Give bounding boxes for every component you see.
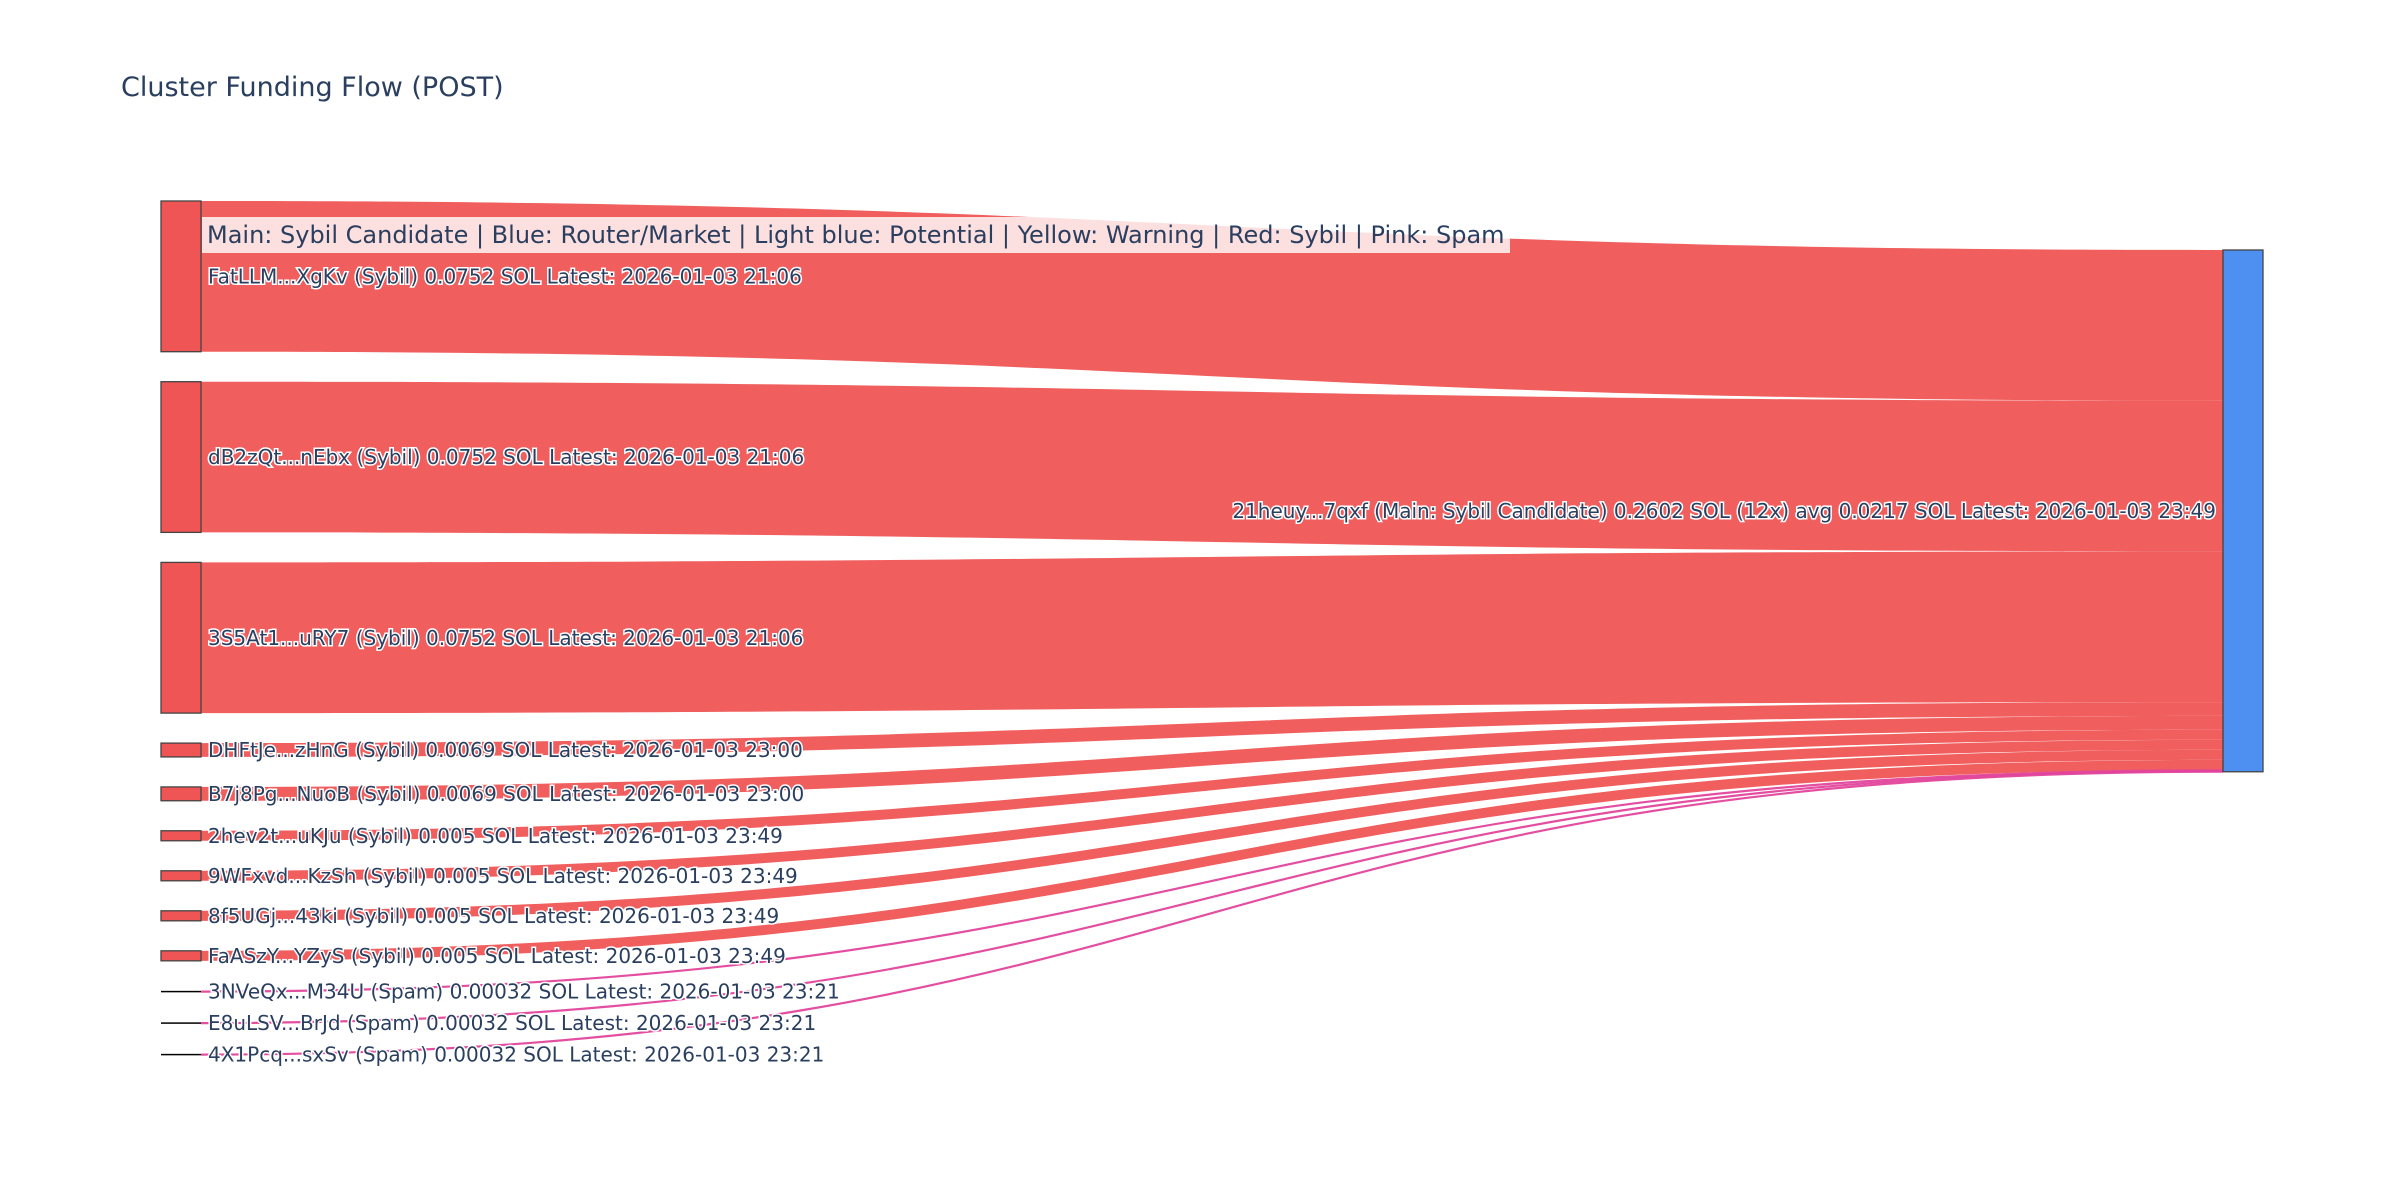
source-node [160,870,202,882]
target-label: 21heuy...7qxf (Main: Sybil Candidate) 0.… [1232,499,2216,523]
sankey-links [200,201,2224,1056]
source-label: dB2zQt...nEbx (Sybil) 0.0752 SOL Latest:… [208,445,804,469]
flow-link [201,551,2223,714]
source-node [160,561,202,714]
source-node [161,1053,201,1056]
flow-link [201,381,2223,552]
source-label: FatLLM...XgKv (Sybil) 0.0752 SOL Latest:… [208,264,802,288]
source-label: DHFtJe...zHnG (Sybil) 0.0069 SOL Latest:… [208,738,803,762]
legend-annotation: Main: Sybil Candidate | Blue: Router/Mar… [202,217,1510,253]
source-node [161,1022,201,1024]
flow-link [201,749,2223,921]
source-label: 8f5UGj...43ki (Sybil) 0.005 SOL Latest: … [208,904,779,928]
source-node [160,950,202,962]
sankey-labels: FatLLM...XgKv (Sybil) 0.0752 SOL Latest:… [207,263,2218,1068]
target-node [2222,249,2264,773]
flow-link [201,729,2223,841]
flow-link [201,739,2223,881]
source-label: 2hev2t...uKJu (Sybil) 0.005 SOL Latest: … [208,824,783,848]
source-node [160,200,202,353]
source-label: 4X1Pcq...sxSv (Spam) 0.00032 SOL Latest:… [208,1043,824,1067]
source-label: E8uLSV...BrJd (Spam) 0.00032 SOL Latest:… [208,1011,816,1035]
source-label: 9WFxvd...KzSh (Sybil) 0.005 SOL Latest: … [208,864,798,888]
chart-title: Cluster Funding Flow (POST) [121,72,504,103]
source-node [160,830,202,842]
sankey-nodes [160,200,2264,1056]
source-label: 3S5At1...uRY7 (Sybil) 0.0752 SOL Latest:… [208,626,803,650]
source-label: FaASzY...YZyS (Sybil) 0.005 SOL Latest: … [208,944,786,968]
source-label: 3NVeQx...M34U (Spam) 0.00032 SOL Latest:… [208,980,840,1004]
source-node [161,990,201,993]
source-node [160,910,202,922]
flow-link [201,715,2223,801]
flow-link [201,702,2223,757]
source-node [160,381,202,534]
flow-link [200,769,2224,993]
source-node [160,742,202,758]
flow-link [201,759,2223,961]
source-label: B7j8Pg...NuoB (Sybil) 0.0069 SOL Latest:… [208,782,804,806]
source-node [160,786,202,802]
flow-link [200,770,2224,1056]
flow-link [200,769,2224,1025]
